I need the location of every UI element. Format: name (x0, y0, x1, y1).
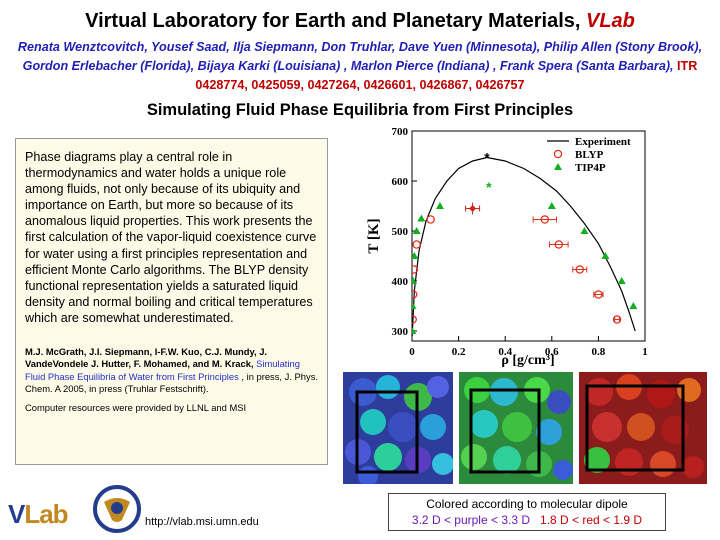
tip4p-point (601, 252, 610, 259)
blyp-point (612, 315, 622, 324)
molecule-snapshot-1 (343, 372, 454, 486)
legend-label: Experiment (575, 136, 631, 148)
blyp-point (412, 315, 417, 324)
tip4p-point (435, 202, 444, 209)
x-tick-label: 0.2 (452, 346, 466, 358)
caption-purple: 3.2 D < purple < 3.3 D (411, 513, 530, 527)
y-tick-label: 300 (392, 326, 409, 338)
molecule-snapshot-2 (459, 372, 573, 484)
critical-star: * (486, 179, 492, 195)
reference: M.J. McGrath, J.I. Siepmann, I-F.W. Kuo,… (25, 346, 318, 396)
blyp-point (554, 240, 564, 249)
abstract-text: Phase diagrams play a central role in th… (25, 150, 317, 325)
blyp-point (412, 265, 419, 274)
reference-link[interactable]: Simulating Fluid Phase Equilibria of Wat… (25, 358, 300, 382)
reference-rest: , in press, J. Phys. Chem. A 2005, in pr… (25, 370, 318, 395)
computer-resources-note: Computer resources were provided by LLNL… (25, 401, 247, 413)
critical-star: * (484, 150, 490, 166)
abstract-box: Phase diagrams play a central role in th… (15, 138, 328, 465)
tip4p-point (412, 302, 417, 309)
logo-lab: Lab (24, 499, 68, 529)
author-list: Renata Wenztcovitch, Yousef Saad, Ilja S… (8, 38, 712, 95)
y-tick-label: 500 (392, 226, 409, 238)
tip4p-point (617, 277, 626, 284)
logo-v: V (8, 499, 25, 529)
section-subtitle: Simulating Fluid Phase Equilibria from F… (146, 101, 574, 119)
blyp-point (426, 215, 435, 224)
x-tick-label: 0.4 (498, 346, 512, 358)
molecule-image-red (579, 372, 707, 484)
poster-title: Virtual Laboratory for Earth and Planeta… (0, 10, 720, 33)
title-text: Virtual Laboratory for Earth and Planeta… (85, 10, 581, 32)
tip4p-point (412, 277, 418, 284)
vlab-url-link[interactable]: http://vlab.msi.umn.edu (145, 516, 259, 528)
vlab-emblem-icon (93, 485, 141, 533)
blyp-point (412, 290, 418, 299)
blyp-point (553, 149, 563, 159)
tip4p-point (412, 227, 421, 234)
phase-diagram-chart: 0 0.2 0.4 0.6 0.8 1 300 400 500 600 700 * * T [K] ρ… (366, 126, 648, 368)
y-tick-label: 400 (392, 276, 409, 288)
molecule-image-mixed (459, 372, 573, 484)
legend-label: BLYP (575, 149, 604, 161)
x-tick-label: 1 (642, 346, 648, 358)
tip4p-point (580, 227, 589, 234)
tip4p-point (412, 327, 417, 334)
tip4p-point (629, 302, 638, 309)
tip4p-point (412, 252, 419, 259)
tip4p-point (554, 163, 562, 170)
molecule-snapshot-3 (579, 372, 707, 484)
critical-point (469, 205, 477, 212)
blyp-point (540, 215, 550, 224)
legend-label: TIP4P (575, 162, 606, 174)
reference-authors: M.J. McGrath, J.I. Siepmann, I-F.W. Kuo,… (25, 346, 268, 370)
caption-line1: Colored according to molecular dipole (426, 497, 628, 511)
authors-text: Renata Wenztcovitch, Yousef Saad, Ilja S… (17, 40, 703, 73)
x-tick-label: 0 (409, 346, 415, 358)
x-axis-label: ρ [g/cm³] (501, 353, 554, 368)
molecule-image-purple (343, 372, 454, 486)
blyp-point (412, 240, 421, 249)
caption-red: 1.8 D < red < 1.9 D (540, 513, 643, 527)
blyp-point (575, 265, 585, 274)
blyp-point (594, 290, 603, 299)
tip4p-point (547, 202, 556, 209)
vlab-logo: VLab (8, 499, 69, 530)
y-axis-label: T [K] (366, 218, 382, 253)
y-tick-label: 700 (392, 126, 409, 138)
tip4p-point (417, 214, 426, 222)
itr-numbers: ITR 0428774, 0425059, 0427264, 0426601, … (195, 59, 698, 92)
x-tick-label: 0.6 (545, 346, 559, 358)
y-tick-label: 600 (392, 176, 409, 188)
molecule-caption: Colored according to molecular dipole 3.… (388, 493, 666, 531)
title-vlab: VLab (586, 10, 635, 32)
x-tick-label: 0.8 (592, 346, 606, 358)
